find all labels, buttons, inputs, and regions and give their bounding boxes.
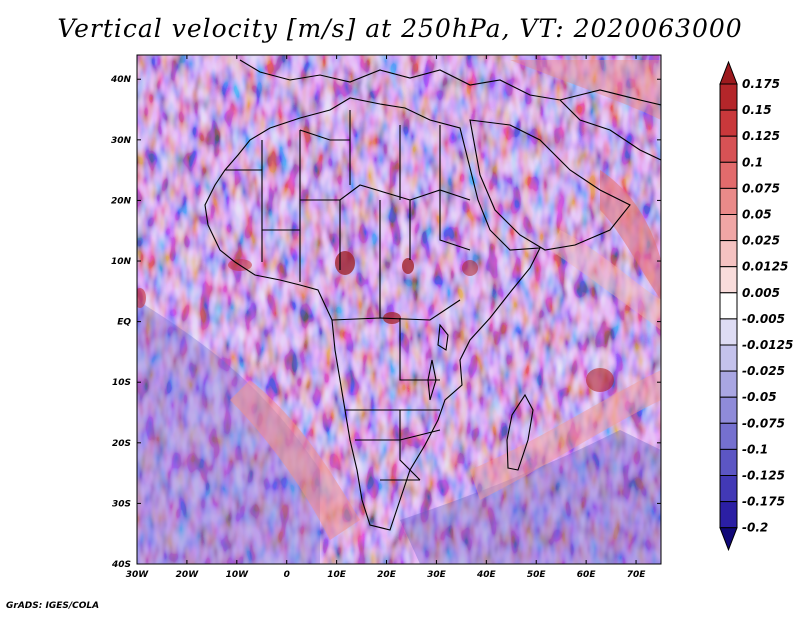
lat-label: 40S	[111, 560, 131, 570]
colorbar-label: -0.005	[742, 312, 785, 326]
colorbar-label: -0.075	[742, 416, 785, 430]
colorbar-label: -0.175	[742, 495, 785, 509]
lon-label: 0	[284, 570, 290, 580]
map-frame	[136, 54, 662, 565]
lon-label: 40E	[476, 570, 497, 580]
lon-label: 10W	[226, 570, 250, 580]
lon-label: 50E	[527, 570, 547, 580]
colorbar-label: 0.005	[742, 286, 780, 300]
lon-label: 60E	[577, 570, 597, 580]
lon-label: 10E	[327, 570, 347, 580]
colorbar-swatch	[719, 214, 738, 242]
lat-label: 10S	[112, 378, 131, 388]
colorbar-swatch	[719, 240, 738, 268]
colorbar-swatch	[719, 501, 738, 529]
colorbar-swatch	[719, 396, 738, 424]
lon-label: 70E	[627, 570, 647, 580]
lat-label: 40N	[110, 75, 132, 85]
coastline-borders	[204, 59, 661, 531]
colorbar-label: -0.05	[742, 390, 777, 404]
colorbar-label: 0.05	[742, 208, 772, 222]
colorbar-swatch	[719, 161, 738, 189]
lat-label: 20N	[111, 196, 132, 206]
colorbar-label: -0.2	[742, 521, 768, 535]
lat-label: 30S	[112, 499, 131, 509]
colorbar-swatch	[719, 422, 738, 450]
colorbar-swatch	[719, 344, 738, 372]
colorbar-label: 0.175	[742, 77, 780, 91]
colorbar-swatch	[719, 475, 738, 503]
colorbar-swatch	[719, 370, 738, 398]
colorbar-swatch	[719, 292, 738, 320]
colorbar-label: 0.125	[742, 129, 780, 143]
colorbar-swatch	[719, 83, 738, 111]
colorbar-label: 0.15	[742, 103, 772, 117]
colorbar-swatch	[719, 266, 738, 294]
colorbar-swatch	[719, 318, 738, 346]
colorbar-swatch	[719, 448, 738, 476]
lon-label: 30W	[126, 570, 150, 580]
lat-label: 10N	[111, 257, 132, 267]
footer-credit: GrADS: IGES/COLA	[6, 601, 100, 611]
colorbar-label: -0.125	[742, 469, 785, 483]
colorbar-swatch	[719, 187, 738, 215]
lat-label: 20S	[112, 439, 131, 449]
lon-label: 30E	[427, 570, 447, 580]
lat-label: EQ	[117, 318, 131, 328]
colorbar-arrow-top	[719, 60, 738, 85]
colorbar-swatch	[719, 135, 738, 163]
lat-label: 30N	[111, 136, 132, 146]
colorbar-label: 0.025	[742, 234, 780, 248]
colorbar-label: 0.1	[742, 155, 763, 169]
colorbar-label: 0.0125	[742, 260, 788, 274]
map-title: Vertical velocity [m/s] at 250hPa, VT: 2…	[57, 14, 743, 43]
lon-label: 20E	[377, 570, 397, 580]
colorbar-label: -0.0125	[742, 338, 793, 352]
colorbar-label: -0.025	[742, 364, 785, 378]
lon-label: 20W	[176, 570, 200, 580]
colorbar-arrow-bottom	[719, 527, 738, 552]
colorbar-swatch	[719, 109, 738, 137]
colorbar-label: -0.1	[742, 442, 768, 456]
colorbar: 0.175 0.15 0.125 0.1 0.075 0.05 0.025 0.0125 0.0…	[719, 60, 793, 552]
velocity-field	[137, 55, 661, 564]
colorbar-label: 0.075	[742, 181, 780, 195]
